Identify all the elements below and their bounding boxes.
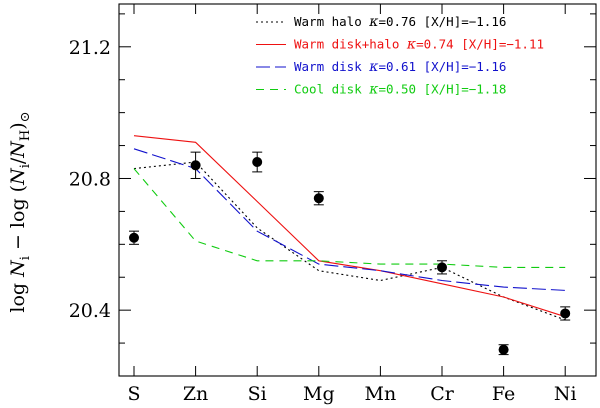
- legend-entry: Cool disk κ=0.50 [X/H]=−1.18: [294, 82, 506, 98]
- y-tick-label: 20.4: [69, 300, 111, 322]
- y-axis-title: log Ni − log (Ni/NH)⊙: [7, 111, 33, 312]
- x-tick-label: Zn: [183, 383, 208, 405]
- x-tick-label: Cr: [430, 383, 455, 405]
- legend-entry: Warm disk κ=0.61 [X/H]=−1.16: [294, 59, 506, 75]
- observed-point: [313, 193, 324, 204]
- model-series-layer: [133, 135, 566, 321]
- x-tick-label: Ni: [554, 383, 577, 405]
- observed-point: [560, 308, 571, 319]
- x-tick-label: Si: [248, 383, 267, 405]
- observed-point: [252, 157, 263, 168]
- legend-entry: Warm disk+halo κ=0.74 [X/H]=−1.11: [294, 37, 544, 53]
- plot-frame: [118, 3, 597, 377]
- axis-ticks: [119, 4, 596, 377]
- y-tick-labels: 20.4 20.8 21.2: [69, 37, 111, 322]
- series-line: [133, 135, 566, 318]
- x-tick-labels: S Zn Si Mg Mn Cr Fe Ni: [127, 383, 576, 405]
- x-tick-label: Mn: [365, 383, 397, 405]
- x-tick-label: Mg: [303, 383, 335, 405]
- observed-point: [498, 344, 509, 355]
- x-tick-label: Fe: [492, 383, 515, 405]
- series-line: [133, 148, 566, 291]
- legend: Warm halo κ=0.76 [X/H]=−1.16 Warm disk+ha…: [256, 14, 544, 98]
- series-line: [133, 168, 566, 268]
- y-tick-label: 21.2: [69, 37, 111, 59]
- observed-point: [437, 262, 447, 273]
- observed-points-layer: [129, 151, 571, 356]
- legend-entry: Warm halo κ=0.76 [X/H]=−1.16: [294, 14, 506, 30]
- observed-point: [129, 232, 139, 243]
- series-line: [133, 161, 566, 321]
- x-tick-label: S: [127, 383, 140, 405]
- y-tick-label: 20.8: [69, 168, 111, 190]
- observed-point: [190, 160, 201, 171]
